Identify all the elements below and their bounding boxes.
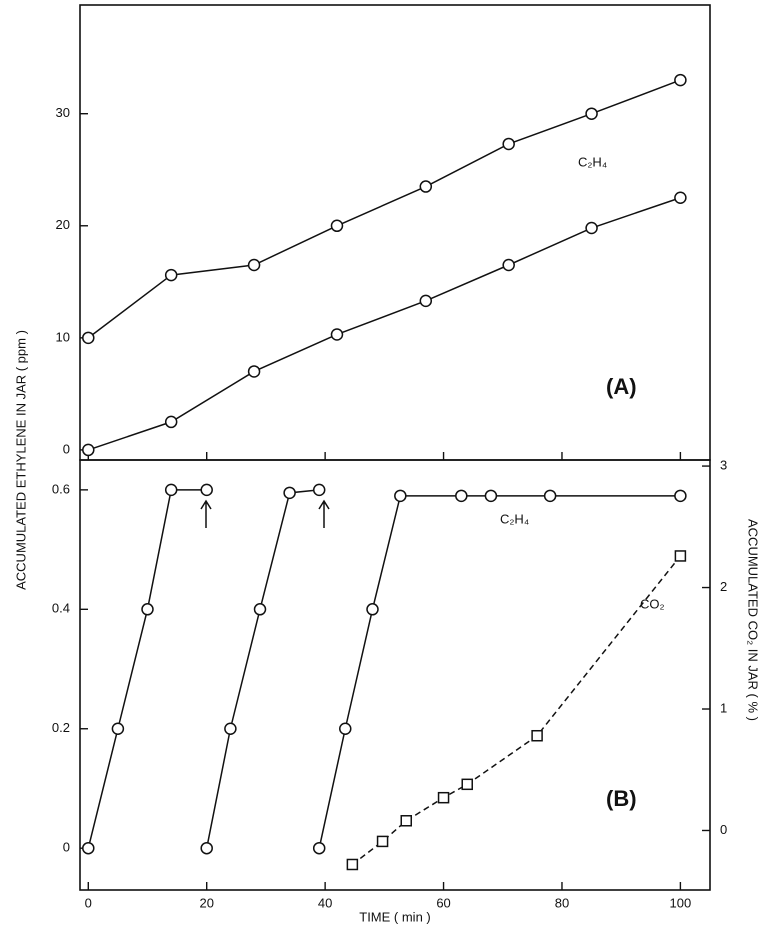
x-tick-label: 20 bbox=[199, 895, 213, 910]
marker bbox=[437, 791, 450, 804]
y-tick-label: 0 bbox=[63, 840, 70, 855]
marker bbox=[419, 294, 433, 308]
x-tick-label: 40 bbox=[318, 895, 332, 910]
y2-tick-label: 0 bbox=[720, 822, 727, 837]
y2-tick-label: 1 bbox=[720, 700, 727, 715]
marker bbox=[543, 489, 557, 503]
x-tick-label: 80 bbox=[555, 895, 569, 910]
marker bbox=[674, 73, 687, 87]
y-tick-label: 0 bbox=[63, 441, 70, 456]
x-tick-label: 0 bbox=[85, 895, 92, 910]
marker bbox=[346, 858, 359, 871]
marker bbox=[312, 841, 326, 855]
marker bbox=[502, 137, 515, 151]
y-tick-label: 0.6 bbox=[52, 481, 70, 496]
arrow bbox=[318, 499, 330, 528]
marker bbox=[674, 550, 687, 562]
x-tick-label: 100 bbox=[670, 895, 692, 910]
line bbox=[87, 79, 681, 339]
marker bbox=[82, 443, 95, 457]
marker bbox=[200, 841, 213, 855]
annotation: C₂H₄ bbox=[500, 511, 529, 526]
line bbox=[87, 489, 207, 849]
y-tick-label: 20 bbox=[56, 217, 70, 232]
marker bbox=[253, 603, 267, 616]
marker bbox=[394, 489, 407, 503]
annotation: (A) bbox=[606, 374, 637, 399]
annotation: CO₂ bbox=[640, 596, 665, 611]
y-tick-label: 10 bbox=[56, 329, 70, 344]
marker bbox=[82, 331, 95, 345]
marker bbox=[247, 258, 261, 272]
marker bbox=[312, 483, 326, 497]
y-tick-label: 0.2 bbox=[52, 720, 70, 735]
marker bbox=[111, 722, 125, 735]
y-axis-label: ACCUMULATED ETHYLENE IN JAR ( ppm ) bbox=[13, 330, 28, 590]
marker bbox=[400, 815, 412, 827]
marker bbox=[366, 603, 379, 616]
marker bbox=[164, 268, 178, 282]
marker bbox=[330, 328, 344, 341]
y2-tick-label: 2 bbox=[720, 579, 727, 594]
marker bbox=[200, 483, 213, 497]
marker bbox=[283, 486, 296, 500]
marker bbox=[455, 489, 468, 503]
annotation: (B) bbox=[606, 786, 637, 811]
marker bbox=[224, 722, 237, 735]
marker bbox=[461, 778, 473, 791]
y2-axis-label: ACCUMULATED CO₂ IN JAR ( % ) bbox=[746, 519, 761, 721]
marker bbox=[330, 219, 344, 233]
y2-tick-label: 3 bbox=[720, 458, 727, 473]
x-tick-label: 60 bbox=[436, 895, 450, 910]
marker bbox=[164, 415, 178, 429]
marker bbox=[674, 489, 687, 503]
marker bbox=[674, 191, 687, 205]
marker bbox=[339, 722, 352, 735]
y-tick-label: 30 bbox=[56, 105, 70, 120]
marker bbox=[247, 365, 261, 378]
marker bbox=[585, 107, 598, 120]
x-axis-label: TIME ( min ) bbox=[359, 909, 431, 924]
marker bbox=[419, 180, 433, 193]
marker bbox=[164, 483, 178, 497]
marker bbox=[484, 489, 498, 503]
marker bbox=[141, 603, 154, 616]
annotation: C₂H₄ bbox=[578, 154, 607, 169]
marker bbox=[585, 221, 598, 235]
marker bbox=[376, 835, 389, 848]
marker bbox=[502, 258, 515, 272]
marker bbox=[531, 729, 543, 742]
line bbox=[88, 197, 681, 451]
line bbox=[205, 489, 320, 849]
arrow bbox=[200, 499, 212, 528]
marker bbox=[82, 841, 95, 855]
y-tick-label: 0.4 bbox=[52, 601, 70, 616]
panel-b-frame bbox=[79, 459, 711, 891]
line bbox=[318, 495, 681, 849]
